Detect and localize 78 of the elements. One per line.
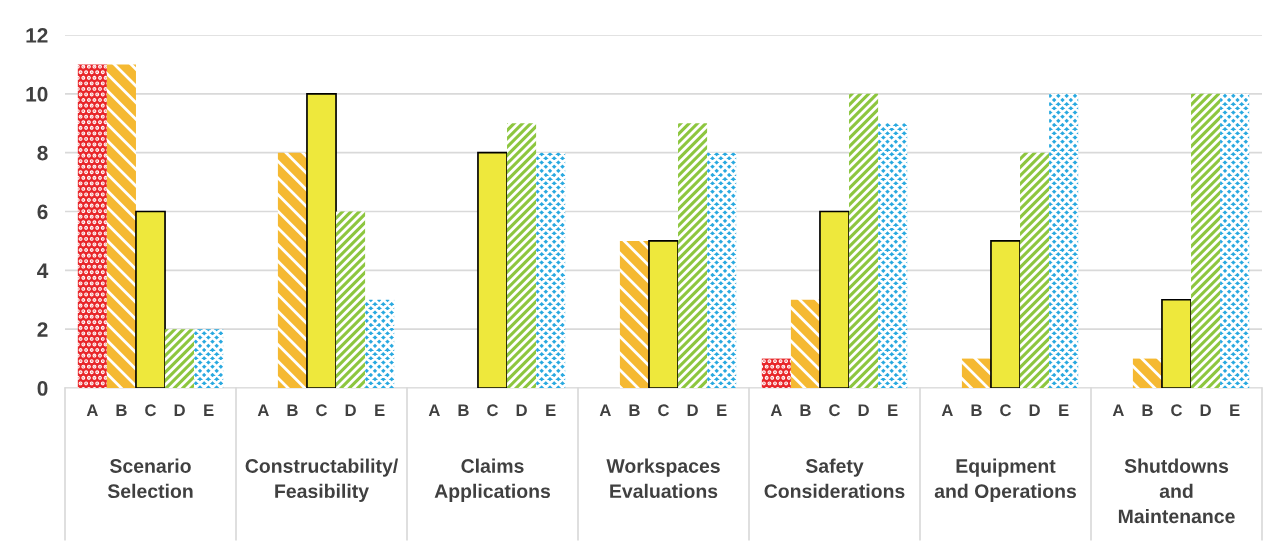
series-label: B	[116, 404, 127, 416]
text: A	[428, 404, 440, 416]
series-label: A	[86, 404, 98, 416]
y-tick-label: 10	[26, 86, 48, 102]
text: C	[658, 404, 670, 417]
bar	[1161, 298, 1192, 388]
text: E	[1059, 404, 1069, 416]
text: C	[1000, 404, 1012, 417]
series-label: D	[174, 404, 185, 416]
bar	[336, 211, 366, 388]
y-tick-label: 2	[37, 322, 48, 337]
y-tick-label: 8	[37, 145, 48, 161]
bar	[878, 123, 908, 388]
text: D	[1200, 404, 1211, 416]
text: E	[1230, 404, 1240, 416]
y-tick-label: 4	[37, 263, 49, 278]
bar	[1020, 152, 1050, 388]
bar	[678, 123, 708, 388]
text: C	[487, 404, 499, 417]
bar	[106, 64, 136, 388]
text: D	[516, 404, 527, 416]
text: D	[1029, 404, 1040, 416]
x-tick-label: Shutdowns and Maintenance	[1118, 458, 1235, 524]
x-tick-label: Workspaces Evaluations	[606, 458, 720, 499]
text: D	[687, 404, 698, 416]
bar	[1220, 93, 1250, 388]
text: B	[458, 404, 469, 416]
x-tick-label: Safety Considerations	[764, 458, 905, 499]
bar	[365, 299, 395, 388]
bar	[507, 123, 537, 388]
x-tick-label: Scenario Selection	[107, 458, 193, 499]
bar	[536, 152, 566, 388]
bar	[1132, 358, 1162, 388]
text: B	[287, 404, 298, 416]
x-tick-label: Equipment and Operations	[934, 458, 1077, 502]
series-label: E	[204, 404, 214, 416]
text: A	[941, 404, 953, 416]
text: E	[546, 404, 556, 416]
y-tick-label: 12	[26, 28, 48, 43]
text: B	[971, 404, 982, 416]
bar	[165, 329, 195, 388]
text: E	[888, 404, 898, 416]
bar	[277, 152, 307, 388]
bar	[761, 358, 791, 388]
text: E	[375, 404, 385, 416]
text: D	[858, 404, 869, 416]
x-tick-label: Claims Applications	[434, 458, 551, 502]
bar	[619, 240, 649, 388]
bar	[790, 299, 820, 388]
bar	[990, 240, 1021, 388]
text: A	[1112, 404, 1124, 416]
bar	[1191, 93, 1221, 388]
text: A	[599, 404, 611, 416]
bar	[77, 64, 107, 388]
y-tick-label: 0	[37, 381, 48, 396]
text: A	[770, 404, 782, 416]
bar	[819, 210, 850, 388]
text: D	[345, 404, 356, 416]
text: C	[316, 404, 328, 417]
text: B	[629, 404, 640, 416]
x-tick-label: Constructability/ Feasibility	[245, 458, 399, 502]
text: C	[1171, 404, 1183, 417]
bar	[477, 151, 508, 388]
series-label: C	[145, 404, 157, 417]
text: B	[800, 404, 811, 416]
y-tick-label: 6	[37, 204, 48, 220]
text: E	[717, 404, 727, 416]
bar	[135, 210, 166, 388]
text: B	[1142, 404, 1153, 416]
text: A	[257, 404, 269, 416]
bar	[648, 240, 679, 388]
bar	[1049, 93, 1079, 388]
bar	[849, 93, 879, 388]
text: C	[829, 404, 841, 417]
bar	[707, 152, 737, 388]
bar	[961, 358, 991, 388]
bar	[306, 92, 337, 388]
bar	[194, 329, 224, 388]
